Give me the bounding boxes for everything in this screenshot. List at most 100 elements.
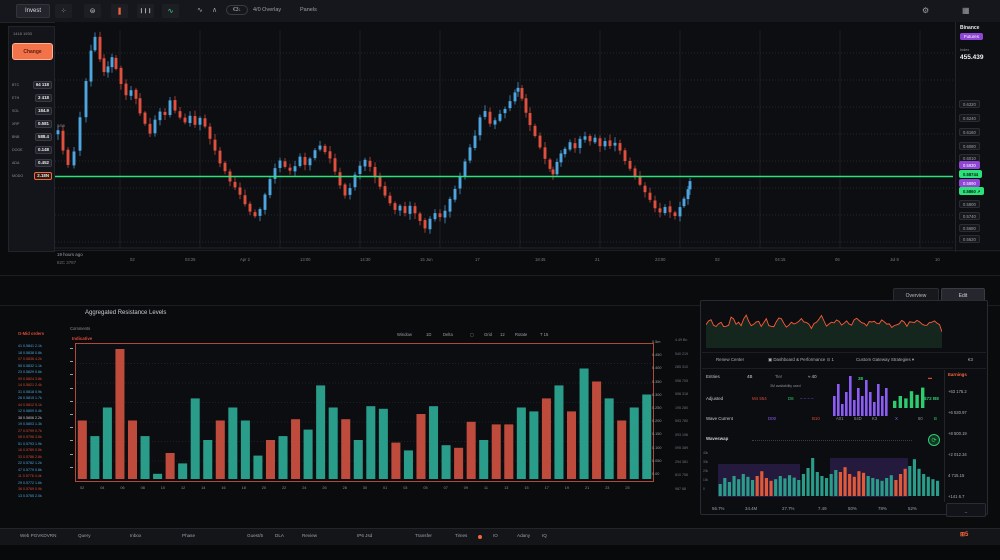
stat-item: 50% bbox=[848, 506, 857, 511]
hist-control[interactable]: T 15 bbox=[540, 332, 549, 337]
bottom-strip bbox=[0, 545, 1000, 560]
row3-c5: K3 bbox=[872, 416, 878, 421]
hist-control[interactable]: Rotate bbox=[515, 332, 528, 337]
time-tick: 06 bbox=[835, 257, 840, 262]
watchlist-symbol: ADA bbox=[12, 160, 20, 165]
hist-y-label: 0.450 bbox=[652, 353, 662, 358]
footer-item[interactable]: Inbox bbox=[130, 533, 142, 538]
row2-value: $72 B8 bbox=[924, 396, 939, 401]
indicator-wave-icon[interactable]: ∿ bbox=[162, 4, 179, 18]
footer-link[interactable]: ⊞5 bbox=[960, 532, 969, 538]
invest-button[interactable]: Invest bbox=[16, 4, 51, 18]
time-tick: Apr 2 bbox=[240, 257, 251, 262]
hist-x-label: 04 bbox=[100, 486, 105, 490]
tape-row: 44 0.5812 5.1k bbox=[18, 402, 42, 407]
divider bbox=[944, 370, 945, 502]
tilde-icon[interactable]: ∿ bbox=[197, 7, 203, 14]
watchlist-symbol: BNB bbox=[12, 134, 20, 139]
tab-renew-center[interactable]: Renew Center bbox=[716, 357, 745, 362]
indicative-label: Indicative bbox=[72, 336, 93, 341]
panels-label[interactable]: Panels bbox=[300, 7, 317, 13]
hist-y2-label: 095 389 bbox=[675, 446, 688, 450]
tab-performance[interactable]: ▣ Dashboard & Performance ⊙ 1 bbox=[768, 357, 834, 362]
row1-label: Entries bbox=[706, 374, 720, 379]
hist-control[interactable]: 12 bbox=[500, 332, 505, 337]
hist-control[interactable]: Window bbox=[397, 332, 412, 337]
tab-strategies[interactable]: Custom Gateway Strategies ▾ bbox=[856, 357, 915, 362]
earnings-value: 4 715.15 bbox=[948, 473, 965, 478]
price-tick: 0.5740 bbox=[959, 212, 980, 220]
row1-c1: 4B bbox=[747, 374, 753, 379]
compare-pill[interactable]: €3↓ bbox=[226, 5, 249, 15]
candle-style-icon[interactable]: ❚ bbox=[111, 4, 128, 18]
hist-y2-label: 810 756 bbox=[675, 473, 688, 477]
refresh-icon[interactable]: ⟳ bbox=[928, 434, 940, 446]
earnings-value: +8 500.19 bbox=[948, 431, 967, 436]
stat-item: 27.7% bbox=[782, 506, 795, 511]
watchlist-row[interactable]: MODO 2.18N bbox=[12, 170, 52, 181]
watchlist-price: 0.452 bbox=[35, 158, 52, 167]
bars-style-icon[interactable]: ❙❙❙ bbox=[137, 4, 154, 18]
hist-y2-label: 540 219 bbox=[675, 351, 688, 356]
footer-item[interactable]: IQ bbox=[542, 533, 547, 538]
footer-item[interactable]: Adany bbox=[517, 533, 531, 538]
hist-x-label: 10 bbox=[160, 486, 166, 490]
row3-label: Wave Current bbox=[706, 416, 733, 421]
caret-up-icon[interactable]: ∧ bbox=[212, 7, 218, 14]
watchlist-sidebar: 1418 1933 Change BTC 64 118 ETH 3 418 SOL 184… bbox=[8, 26, 55, 252]
footer-item[interactable]: Query bbox=[78, 533, 91, 538]
hist-x-label: 24 bbox=[302, 486, 307, 490]
candlestick-chart[interactable] bbox=[55, 22, 955, 250]
watchlist-symbol: DOGE bbox=[12, 147, 23, 152]
layout-dots-icon[interactable]: ⁘ bbox=[55, 4, 72, 18]
hist-y2-label: 598 318 bbox=[675, 392, 688, 396]
hist-control[interactable]: ▢ bbox=[470, 332, 474, 337]
hist-control[interactable]: Grid bbox=[484, 332, 492, 337]
tape-row: 26 0.5815 1.7k bbox=[18, 396, 42, 400]
hist-y2-label: 285 310 bbox=[675, 365, 688, 369]
watchlist-row[interactable]: DOGE 0.148 bbox=[12, 144, 52, 155]
target-icon[interactable]: ⊜ bbox=[84, 4, 101, 18]
axis-tick-mark bbox=[70, 387, 73, 389]
footer-item[interactable]: Times bbox=[455, 533, 468, 538]
divider bbox=[702, 352, 986, 353]
tape-row: 12 0.5809 0.4k bbox=[18, 409, 42, 413]
divider bbox=[702, 368, 986, 369]
hist-control[interactable]: Delta bbox=[443, 332, 453, 337]
footer-item[interactable]: Guest/5 bbox=[247, 533, 264, 538]
dotted-leader bbox=[752, 440, 912, 441]
tape-header[interactable]: O-Mid orders bbox=[18, 331, 45, 336]
grid-icon[interactable]: ▦ bbox=[962, 6, 970, 15]
resistance-histogram[interactable] bbox=[75, 343, 654, 482]
watchlist-row[interactable]: XRP 0.581 bbox=[12, 118, 52, 129]
hist-y-label: 0.050 bbox=[652, 458, 662, 463]
footer-item[interactable]: DLA bbox=[275, 533, 284, 538]
price-axis[interactable]: Binance Futures Index 455.439 0.6320 0.62… bbox=[955, 22, 1000, 252]
watchlist-row[interactable]: BNB 588.4 bbox=[12, 131, 52, 142]
overlay-label[interactable]: 4/0 Overlay bbox=[253, 7, 282, 13]
stat-item: 34.4M bbox=[745, 506, 758, 511]
mini-box[interactable]: ‗ bbox=[946, 503, 986, 517]
watchlist-row[interactable]: ADA 0.452 bbox=[12, 157, 52, 168]
waveswap-label[interactable]: Waveswap bbox=[706, 436, 729, 441]
footer-item[interactable]: IO bbox=[493, 533, 498, 538]
footer-item[interactable]: Phase bbox=[182, 533, 196, 538]
watchlist-row[interactable]: BTC 64 118 bbox=[12, 79, 52, 90]
panel-settings-icon[interactable]: €3 bbox=[968, 357, 973, 362]
watchlist-row[interactable]: ETH 3 418 bbox=[12, 92, 52, 103]
hist-x-label: 20 bbox=[261, 486, 267, 490]
stat-item: 78% bbox=[878, 506, 887, 511]
earnings-value: +63 175.2 bbox=[948, 389, 967, 394]
footer-item[interactable]: Review bbox=[302, 533, 318, 538]
sidebar-time: 1418 1933 bbox=[13, 31, 32, 36]
hist-control[interactable]: 1D bbox=[426, 332, 432, 337]
watchlist-row[interactable]: SOL 184.9 bbox=[12, 105, 52, 116]
footer-item[interactable]: IP6 Jsd bbox=[357, 533, 373, 538]
divider bbox=[0, 305, 1000, 306]
stat-item: 52% bbox=[908, 506, 917, 511]
change-button[interactable]: Change bbox=[12, 43, 53, 60]
gear-icon[interactable]: ⚙ bbox=[922, 6, 930, 15]
footer-item[interactable]: Transfer bbox=[415, 533, 432, 538]
footer-item[interactable]: Web PGVKDVRN bbox=[20, 533, 57, 538]
price-badge-purple: 0.5890 bbox=[959, 179, 980, 187]
